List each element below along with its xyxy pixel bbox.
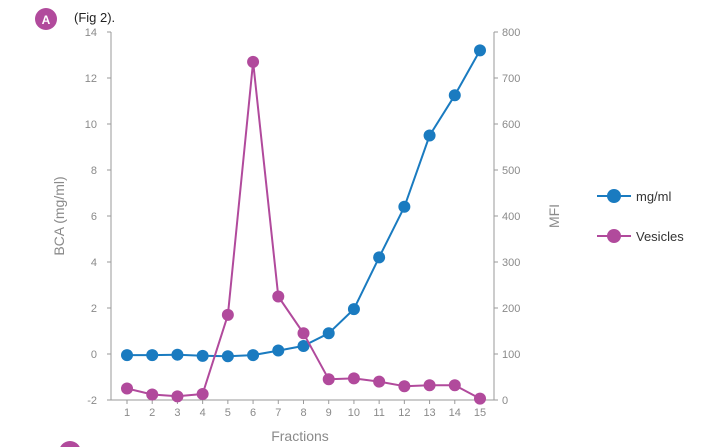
data-point-mg-ml [347, 303, 360, 316]
data-point-mg-ml [398, 200, 411, 213]
right-axis-title: MFI [546, 204, 562, 228]
x-axis-title: Fractions [271, 428, 329, 444]
left-axis-ticks: -2 0 2 4 6 8 10 12 14 [85, 27, 111, 407]
legend: mg/ml Vesicles [597, 189, 684, 244]
data-point-vesicles [196, 388, 209, 401]
data-point-mg-ml [423, 129, 436, 142]
data-point-mg-ml [322, 327, 335, 340]
x-axis-ticks: 1 2 3 4 5 6 7 8 9 10 11 12 13 14 15 [124, 400, 486, 419]
x-tick-label: 10 [348, 407, 360, 419]
right-tick-label: 400 [502, 211, 520, 223]
right-axis-ticks: 0 100 200 300 400 500 600 700 800 [494, 27, 520, 407]
data-point-vesicles [272, 290, 285, 303]
data-point-mg-ml [272, 344, 285, 357]
legend-vesicles-marker [607, 229, 621, 243]
panel-badge [35, 8, 57, 30]
figure-caption: (Fig 2). [74, 10, 115, 25]
left-tick-label: 0 [91, 349, 97, 361]
series-line-mg-ml [127, 49, 481, 358]
right-tick-label: 800 [502, 27, 520, 39]
series-layer [121, 44, 486, 405]
legend-mgml-marker [607, 189, 621, 203]
x-tick-label: 7 [275, 407, 281, 419]
x-tick-label: 8 [300, 407, 306, 419]
x-tick-label: 14 [449, 407, 461, 419]
panel-badge-b [60, 441, 80, 447]
x-tick-label: 15 [474, 407, 486, 419]
x-tick-label: 11 [373, 407, 384, 419]
x-tick-label: 9 [326, 407, 332, 419]
data-point-vesicles [474, 392, 486, 405]
right-tick-label: 700 [502, 73, 520, 85]
x-tick-label: 6 [250, 407, 256, 419]
data-point-vesicles [221, 308, 234, 321]
left-tick-label: 14 [85, 27, 97, 39]
data-point-vesicles [373, 375, 386, 388]
legend-vesicles-label: Vesicles [636, 229, 684, 244]
data-point-vesicles [171, 390, 184, 403]
data-point-vesicles [121, 382, 133, 395]
data-point-vesicles [247, 55, 260, 68]
data-point-vesicles [347, 372, 360, 385]
data-point-vesicles [423, 379, 436, 392]
x-tick-label: 2 [149, 407, 155, 419]
data-point-vesicles [448, 379, 461, 392]
x-tick-label: 12 [398, 407, 410, 419]
right-tick-label: 300 [502, 257, 520, 269]
left-axis-title: BCA (mg/ml) [51, 176, 67, 255]
panel-badge-letter: A [42, 13, 51, 27]
left-tick-label: -2 [87, 395, 97, 407]
data-point-mg-ml [474, 44, 486, 57]
data-point-vesicles [146, 388, 159, 401]
left-tick-label: 2 [91, 303, 97, 315]
data-point-mg-ml [448, 89, 461, 102]
legend-mgml-label: mg/ml [636, 189, 672, 204]
right-tick-label: 200 [502, 303, 520, 315]
data-point-mg-ml [121, 349, 133, 362]
x-tick-label: 13 [423, 407, 435, 419]
x-tick-label: 3 [174, 407, 180, 419]
left-tick-label: 12 [85, 73, 97, 85]
data-point-vesicles [297, 327, 310, 340]
data-point-mg-ml [196, 349, 209, 362]
data-point-mg-ml [171, 348, 184, 361]
right-tick-label: 500 [502, 165, 520, 177]
left-tick-label: 8 [91, 165, 97, 177]
left-tick-label: 4 [91, 257, 97, 269]
data-point-vesicles [322, 373, 335, 386]
x-tick-label: 4 [200, 407, 206, 419]
data-point-vesicles [398, 380, 411, 393]
data-point-mg-ml [247, 349, 260, 362]
data-point-mg-ml [221, 350, 234, 363]
x-tick-label: 5 [225, 407, 231, 419]
data-point-mg-ml [146, 349, 159, 362]
right-tick-label: 600 [502, 119, 520, 131]
left-tick-label: 10 [85, 119, 97, 131]
left-tick-label: 6 [91, 211, 97, 223]
right-tick-label: 100 [502, 349, 520, 361]
data-point-mg-ml [373, 251, 386, 264]
right-tick-label: 0 [502, 395, 508, 407]
data-point-mg-ml [297, 339, 310, 352]
x-tick-label: 1 [124, 407, 130, 419]
